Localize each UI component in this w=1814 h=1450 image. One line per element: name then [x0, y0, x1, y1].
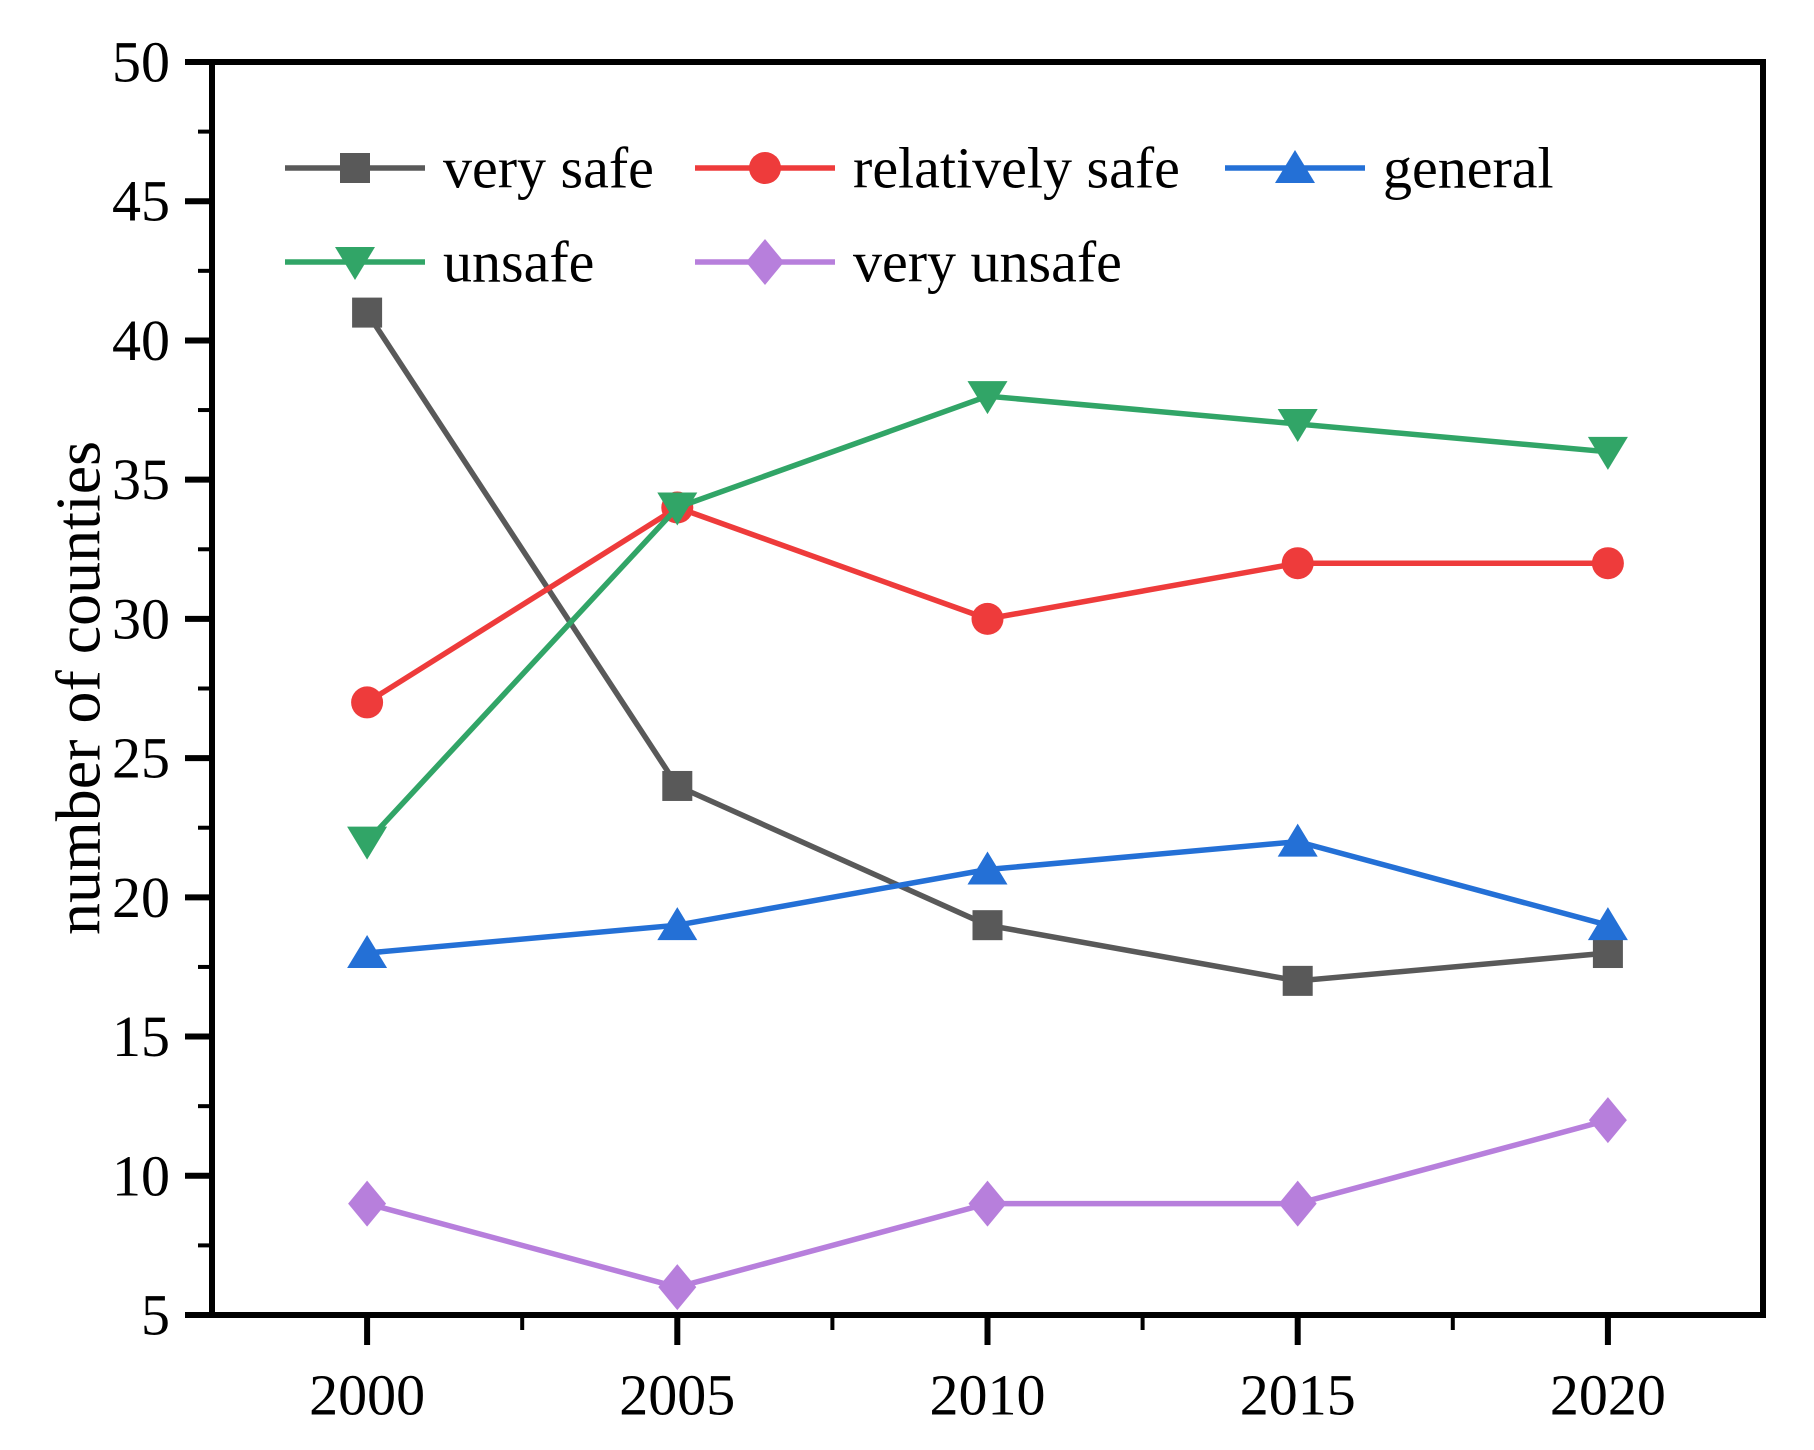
x-tick-label: 2005 [619, 1363, 735, 1428]
legend: very safe relatively safe general unsafe ver… [285, 136, 1554, 295]
y-tick-label: 30 [112, 586, 170, 651]
data-point-marker [1587, 907, 1628, 941]
legend-marker [340, 153, 370, 183]
data-point-marker [657, 907, 698, 941]
data-point-marker [1277, 823, 1318, 857]
legend-item-very-safe: very safe [285, 136, 654, 201]
legend-item-very-unsafe: very unsafe [695, 230, 1122, 295]
legend-label: unsafe [443, 230, 594, 295]
x-tick-label: 2020 [1550, 1363, 1666, 1428]
legend-marker [1275, 150, 1315, 183]
data-point-marker [347, 935, 388, 969]
legend-item-general: general [1225, 136, 1554, 201]
data-point-marker [1591, 547, 1624, 580]
y-tick-label: 40 [112, 308, 170, 373]
y-tick-label: 50 [112, 30, 170, 95]
data-point-marker [1587, 436, 1628, 470]
series-very-safe [352, 297, 1623, 996]
legend-item-unsafe: unsafe [285, 230, 594, 295]
data-point-marker [347, 826, 388, 860]
x-tick-label: 2015 [1240, 1363, 1356, 1428]
legend-item-relatively-safe: relatively safe [695, 136, 1180, 201]
legend-label: very unsafe [853, 230, 1122, 295]
y-tick-label: 35 [112, 447, 170, 512]
data-point-marker [351, 686, 384, 719]
data-point-marker [1278, 1180, 1317, 1227]
data-point-marker [971, 602, 1004, 635]
data-point-marker [1282, 965, 1313, 996]
y-tick-label: 25 [112, 726, 170, 791]
series-unsafe [347, 381, 1628, 860]
data-point-marker [352, 297, 383, 328]
y-tick-label: 15 [112, 1004, 170, 1069]
data-point-marker [658, 1264, 697, 1311]
legend-label: relatively safe [853, 136, 1180, 201]
plot-border [209, 59, 1766, 1318]
legend-marker [335, 247, 375, 280]
data-point-marker [348, 1180, 387, 1227]
series-layer [347, 297, 1628, 1311]
data-point-marker [1281, 547, 1314, 580]
x-tick-label: 2010 [930, 1363, 1046, 1428]
y-tick-label: 45 [112, 169, 170, 234]
series-general [347, 823, 1628, 969]
y-tick-label: 20 [112, 865, 170, 930]
data-point-marker [1277, 408, 1318, 442]
data-point-marker [657, 492, 698, 526]
data-point-marker [967, 851, 1008, 885]
data-point-marker [662, 770, 693, 801]
y-tick-label: 10 [112, 1143, 170, 1208]
series-very-unsafe [348, 1097, 1627, 1311]
data-point-marker [968, 1180, 1007, 1227]
data-point-marker [1588, 1097, 1627, 1144]
data-point-marker [1592, 938, 1623, 969]
y-tick-label: 5 [141, 1283, 170, 1348]
legend-marker [749, 152, 781, 184]
series-relatively-safe [351, 491, 1624, 719]
legend-label: general [1383, 136, 1554, 201]
legend-marker [746, 239, 784, 285]
data-point-marker [967, 381, 1008, 415]
y-axis-title: number of counties [43, 441, 114, 935]
legend-label: very safe [443, 136, 654, 201]
x-tick-label: 2000 [309, 1363, 425, 1428]
data-point-marker [972, 910, 1003, 941]
